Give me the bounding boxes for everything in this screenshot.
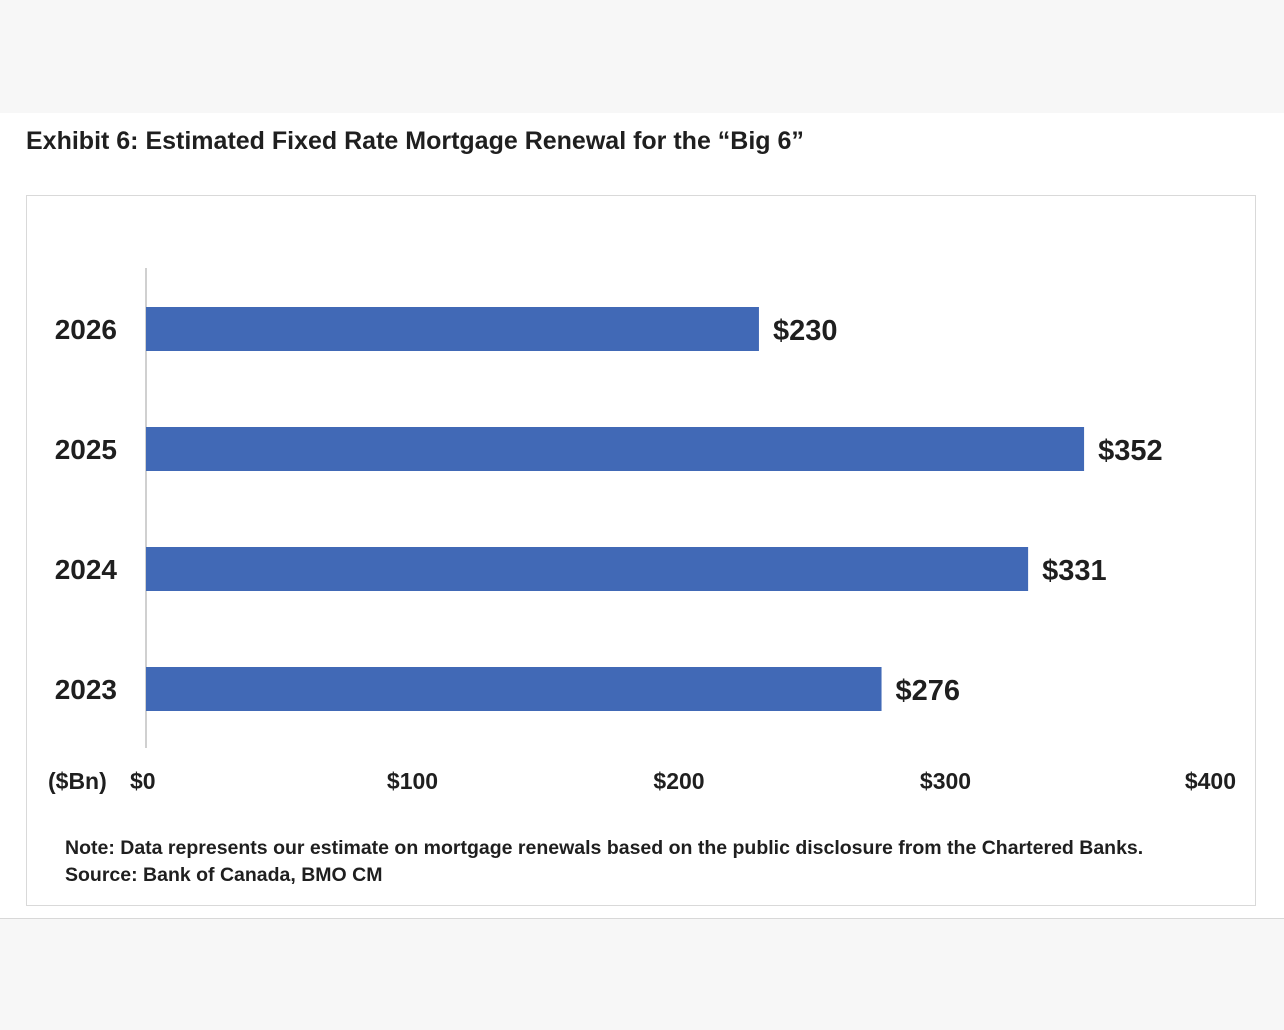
value-label-2023: $276 <box>896 675 961 707</box>
bar-2025 <box>146 427 1085 471</box>
x-tick-label-300: $300 <box>920 768 971 794</box>
category-labels-group: 2026 2025 2024 2023 <box>55 314 118 705</box>
category-label-2026: 2026 <box>55 314 117 345</box>
chart-note: Note: Data represents our estimate on mo… <box>65 835 1143 889</box>
category-label-2023: 2023 <box>55 674 117 705</box>
x-axis-unit-label: ($Bn) <box>48 768 107 794</box>
category-label-2025: 2025 <box>55 434 117 465</box>
bars-group <box>146 307 1085 711</box>
category-label-2024: 2024 <box>55 554 118 585</box>
x-tick-label-200: $200 <box>653 768 704 794</box>
x-tick-label-400: $400 <box>1185 768 1236 794</box>
bar-2026 <box>146 307 759 351</box>
x-tick-label-0: $0 <box>130 768 156 794</box>
chart-title: Exhibit 6: Estimated Fixed Rate Mortgage… <box>26 127 804 155</box>
x-tick-label-100: $100 <box>387 768 438 794</box>
bar-2023 <box>146 667 882 711</box>
source-text: Source: Bank of Canada, BMO CM <box>65 864 383 886</box>
bar-2024 <box>146 547 1029 591</box>
value-labels-group: $230 $352 $331 $276 <box>773 315 1163 707</box>
note-text: Note: Data represents our estimate on mo… <box>65 837 1144 859</box>
value-label-2026: $230 <box>773 315 838 347</box>
x-tick-labels-group: $0 $100 $200 $300 $400 <box>130 768 1236 794</box>
value-label-2025: $352 <box>1098 435 1163 467</box>
value-label-2024: $331 <box>1042 555 1107 587</box>
